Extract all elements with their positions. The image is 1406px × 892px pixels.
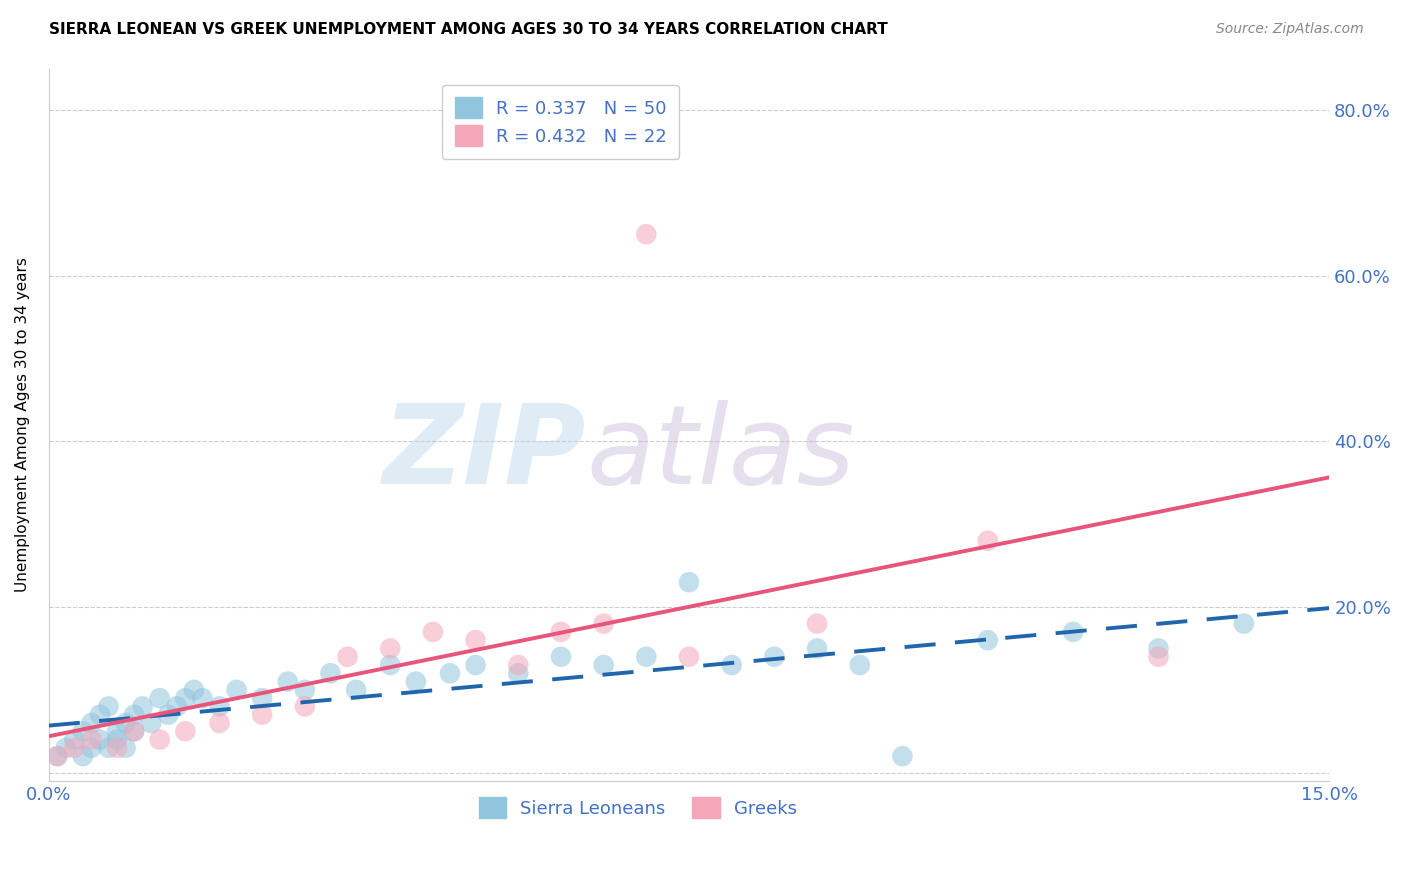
Point xyxy=(891,749,914,764)
Point xyxy=(806,641,828,656)
Point xyxy=(89,732,111,747)
Point xyxy=(114,716,136,731)
Point xyxy=(678,575,700,590)
Point xyxy=(166,699,188,714)
Point xyxy=(183,682,205,697)
Point xyxy=(97,740,120,755)
Point xyxy=(508,658,530,673)
Point xyxy=(72,724,94,739)
Point xyxy=(80,740,103,755)
Point xyxy=(380,641,402,656)
Point xyxy=(46,749,69,764)
Point xyxy=(806,616,828,631)
Point xyxy=(97,699,120,714)
Point xyxy=(336,649,359,664)
Point xyxy=(1062,624,1084,639)
Point xyxy=(122,724,145,739)
Point xyxy=(208,699,231,714)
Point xyxy=(422,624,444,639)
Point xyxy=(405,674,427,689)
Point xyxy=(141,716,163,731)
Point xyxy=(636,649,658,664)
Point xyxy=(277,674,299,689)
Point xyxy=(225,682,247,697)
Point xyxy=(1147,641,1170,656)
Point xyxy=(208,716,231,731)
Point xyxy=(80,732,103,747)
Point xyxy=(294,699,316,714)
Point xyxy=(174,691,197,706)
Point xyxy=(250,691,273,706)
Point xyxy=(46,749,69,764)
Text: Source: ZipAtlas.com: Source: ZipAtlas.com xyxy=(1216,22,1364,37)
Point xyxy=(122,724,145,739)
Point xyxy=(63,732,86,747)
Point xyxy=(250,707,273,722)
Point xyxy=(592,616,614,631)
Point xyxy=(720,658,742,673)
Point xyxy=(191,691,214,706)
Point xyxy=(149,691,172,706)
Point xyxy=(550,649,572,664)
Point xyxy=(131,699,153,714)
Point xyxy=(1147,649,1170,664)
Point xyxy=(508,666,530,681)
Y-axis label: Unemployment Among Ages 30 to 34 years: Unemployment Among Ages 30 to 34 years xyxy=(15,257,30,592)
Point xyxy=(89,707,111,722)
Legend: Sierra Leoneans, Greeks: Sierra Leoneans, Greeks xyxy=(471,790,804,825)
Point xyxy=(464,633,486,648)
Point xyxy=(122,707,145,722)
Point xyxy=(319,666,342,681)
Point xyxy=(72,749,94,764)
Point xyxy=(105,732,128,747)
Point xyxy=(114,740,136,755)
Point xyxy=(157,707,180,722)
Point xyxy=(63,740,86,755)
Point xyxy=(174,724,197,739)
Point xyxy=(977,533,1000,548)
Point xyxy=(464,658,486,673)
Point xyxy=(380,658,402,673)
Point xyxy=(344,682,367,697)
Point xyxy=(977,633,1000,648)
Point xyxy=(105,740,128,755)
Point xyxy=(1233,616,1256,631)
Point xyxy=(678,649,700,664)
Point xyxy=(80,716,103,731)
Point xyxy=(592,658,614,673)
Point xyxy=(55,740,77,755)
Point xyxy=(636,227,658,242)
Point xyxy=(149,732,172,747)
Text: SIERRA LEONEAN VS GREEK UNEMPLOYMENT AMONG AGES 30 TO 34 YEARS CORRELATION CHART: SIERRA LEONEAN VS GREEK UNEMPLOYMENT AMO… xyxy=(49,22,889,37)
Point xyxy=(848,658,870,673)
Point xyxy=(105,724,128,739)
Text: ZIP: ZIP xyxy=(382,400,586,507)
Point xyxy=(439,666,461,681)
Text: atlas: atlas xyxy=(586,400,855,507)
Point xyxy=(550,624,572,639)
Point xyxy=(763,649,786,664)
Point xyxy=(294,682,316,697)
